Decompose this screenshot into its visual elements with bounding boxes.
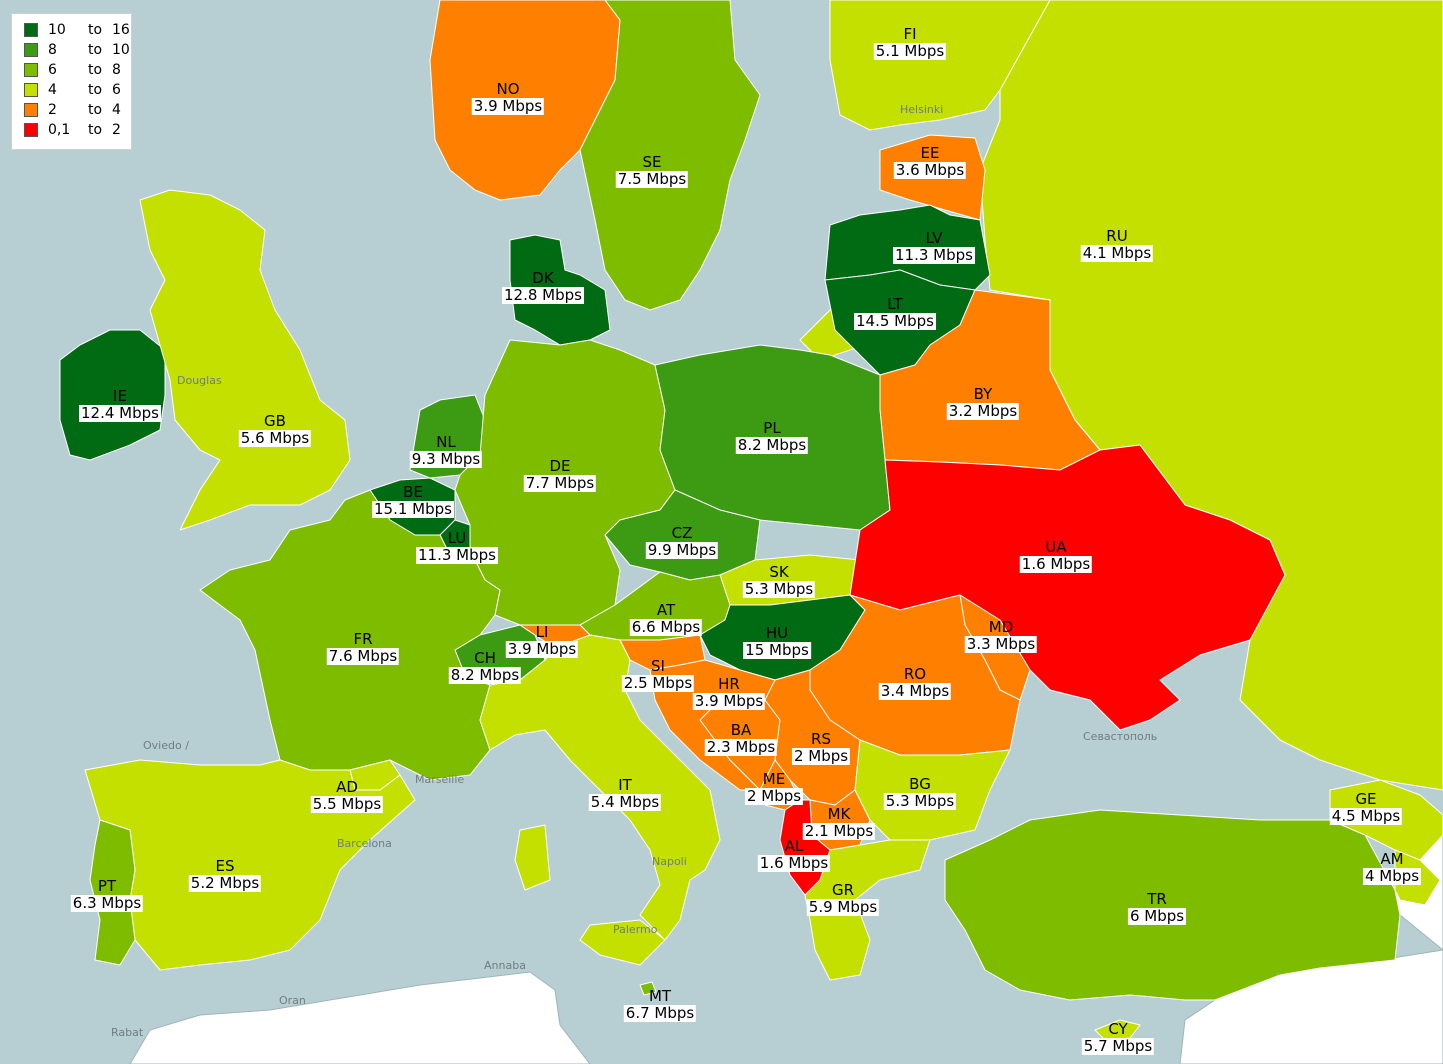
legend-max: 16 (112, 22, 130, 38)
legend-min: 6 (48, 62, 57, 78)
city-label-rabat: Rabat (111, 1026, 144, 1039)
legend-min: 10 (48, 22, 66, 38)
legend-swatch (24, 23, 38, 37)
country-FI[interactable] (829, 0, 1051, 131)
legend-min: 2 (48, 102, 57, 118)
country-IT[interactable] (479, 634, 721, 966)
country-CZ[interactable] (604, 489, 761, 581)
legend-min: 0,1 (48, 122, 71, 138)
legend-row: 6 to 8 (24, 61, 121, 79)
legend-swatch (24, 83, 38, 97)
legend-to: to (88, 22, 103, 38)
city-label-douglas: Douglas (177, 374, 222, 387)
legend-row: 10 to 16 (24, 21, 130, 39)
country-GR[interactable] (804, 839, 931, 981)
legend-max: 4 (112, 102, 121, 118)
city-label-napoli: Napoli (652, 855, 687, 868)
legend-max: 2 (112, 122, 121, 138)
legend-to: to (88, 122, 103, 138)
country-MT[interactable] (639, 981, 657, 996)
legend: 10 to 16 8 to 10 6 to 8 4 to 6 2 to 4 0,… (11, 13, 132, 150)
country-SE[interactable] (579, 0, 761, 311)
legend-max: 6 (112, 82, 121, 98)
legend-max: 10 (112, 42, 130, 58)
country-TR[interactable] (944, 809, 1401, 1001)
legend-swatch (24, 103, 38, 117)
legend-min: 4 (48, 82, 57, 98)
city-label-oran: Oran (279, 994, 306, 1007)
country-PT[interactable] (89, 819, 136, 966)
legend-to: to (88, 62, 103, 78)
legend-min: 8 (48, 42, 57, 58)
legend-row: 4 to 6 (24, 81, 121, 99)
legend-max: 8 (112, 62, 121, 78)
legend-to: to (88, 42, 103, 58)
legend-row: 8 to 10 (24, 41, 130, 59)
legend-row: 2 to 4 (24, 101, 121, 119)
city-label-marseille: Marseille (415, 773, 465, 786)
city-label-helsinki: Helsinki (900, 103, 944, 116)
legend-swatch (24, 123, 38, 137)
legend-swatch (24, 63, 38, 77)
legend-row: 0,1 to 2 (24, 121, 121, 139)
legend-to: to (88, 102, 103, 118)
country-BG[interactable] (854, 739, 1011, 841)
city-label-barcelona: Barcelona (337, 837, 392, 850)
legend-swatch (24, 43, 38, 57)
city-label-annaba: Annaba (484, 959, 526, 972)
country-IE[interactable] (59, 329, 166, 461)
city-label-oviedo: Oviedo / (143, 739, 189, 752)
north-africa-land (129, 971, 591, 1064)
city-label-sevastopol: Севастополь (1083, 730, 1158, 743)
city-label-palermo: Palermo (613, 923, 658, 936)
legend-to: to (88, 82, 103, 98)
